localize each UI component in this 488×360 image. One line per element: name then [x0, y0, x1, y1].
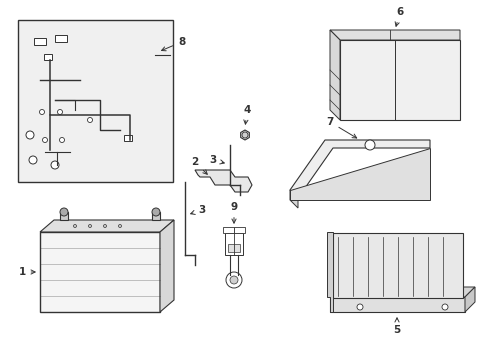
- Circle shape: [103, 225, 106, 228]
- Text: 3: 3: [190, 205, 205, 215]
- Polygon shape: [195, 170, 251, 192]
- Circle shape: [29, 156, 37, 164]
- Bar: [55, 35, 67, 42]
- Bar: [234, 227, 244, 233]
- Circle shape: [60, 208, 68, 216]
- Circle shape: [229, 276, 238, 284]
- Bar: [339, 40, 459, 120]
- Circle shape: [73, 225, 76, 228]
- Bar: [34, 38, 46, 45]
- Circle shape: [60, 138, 64, 143]
- Circle shape: [356, 304, 362, 310]
- Polygon shape: [240, 130, 249, 140]
- Polygon shape: [289, 148, 429, 200]
- Circle shape: [87, 117, 92, 122]
- Polygon shape: [329, 30, 339, 120]
- Polygon shape: [40, 220, 174, 232]
- Bar: [40, 232, 160, 312]
- Polygon shape: [329, 287, 474, 297]
- Polygon shape: [160, 220, 174, 312]
- Circle shape: [58, 109, 62, 114]
- Bar: [18, 20, 173, 182]
- Bar: [124, 135, 132, 141]
- Bar: [44, 54, 52, 60]
- Text: 1: 1: [19, 267, 35, 277]
- Circle shape: [118, 225, 121, 228]
- Text: 7: 7: [325, 117, 356, 138]
- Text: 2: 2: [191, 157, 207, 174]
- Bar: [332, 233, 462, 298]
- Circle shape: [42, 138, 47, 143]
- Bar: [329, 297, 464, 312]
- Text: 8: 8: [161, 37, 185, 51]
- Circle shape: [242, 132, 247, 138]
- Text: 9: 9: [230, 202, 237, 223]
- Bar: [60, 212, 68, 220]
- Circle shape: [88, 225, 91, 228]
- Circle shape: [152, 208, 160, 216]
- Text: 4: 4: [243, 105, 250, 124]
- Bar: [152, 212, 160, 220]
- Text: 3: 3: [209, 155, 224, 165]
- Polygon shape: [289, 190, 297, 208]
- Bar: [224, 233, 243, 255]
- Circle shape: [26, 131, 34, 139]
- Polygon shape: [289, 140, 429, 198]
- Circle shape: [225, 272, 242, 288]
- Circle shape: [51, 161, 59, 169]
- Text: 6: 6: [394, 7, 403, 26]
- Polygon shape: [464, 287, 474, 312]
- Circle shape: [364, 140, 374, 150]
- Bar: [223, 227, 234, 233]
- Bar: [227, 244, 240, 252]
- Circle shape: [40, 109, 44, 114]
- Circle shape: [441, 304, 447, 310]
- Polygon shape: [329, 30, 459, 40]
- Polygon shape: [326, 232, 332, 312]
- Text: 5: 5: [392, 318, 400, 335]
